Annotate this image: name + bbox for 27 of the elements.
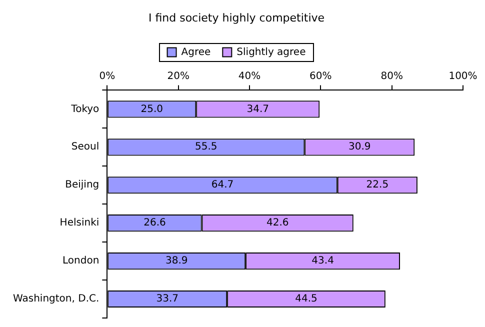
x-tick-label: 0% (99, 70, 116, 82)
x-tick-label: 100% (448, 70, 478, 82)
data-label: 26.6 (144, 218, 166, 229)
x-tick-label: 80% (380, 70, 403, 82)
data-label: 44.5 (295, 294, 318, 305)
y-tick-label: Helsinki (60, 218, 100, 229)
y-tick-label: Beijing (65, 180, 100, 191)
x-tick-label: 60% (310, 70, 332, 82)
data-label: 42.6 (266, 218, 289, 229)
data-label: 34.7 (246, 104, 269, 115)
data-label: 22.5 (366, 180, 389, 191)
y-tick-label: Washington, D.C. (12, 294, 100, 305)
data-label: 43.4 (312, 256, 334, 267)
data-label: 64.7 (211, 180, 234, 191)
legend-label: Slightly agree (236, 46, 306, 58)
data-label: 25.0 (140, 104, 164, 115)
data-label: 33.7 (156, 294, 179, 305)
chart-title: I find society highly competitive (148, 11, 325, 24)
y-tick-label: London (62, 256, 100, 267)
x-tick-label: 40% (238, 70, 261, 82)
data-label: 55.5 (195, 142, 218, 153)
data-label: 38.9 (165, 256, 188, 267)
x-tick-label: 20% (167, 70, 190, 82)
y-tick-label: Tokyo (70, 104, 100, 115)
legend-label: Agree (181, 46, 211, 58)
y-tick-label: Seoul (71, 142, 100, 153)
data-label: 30.9 (348, 142, 371, 153)
